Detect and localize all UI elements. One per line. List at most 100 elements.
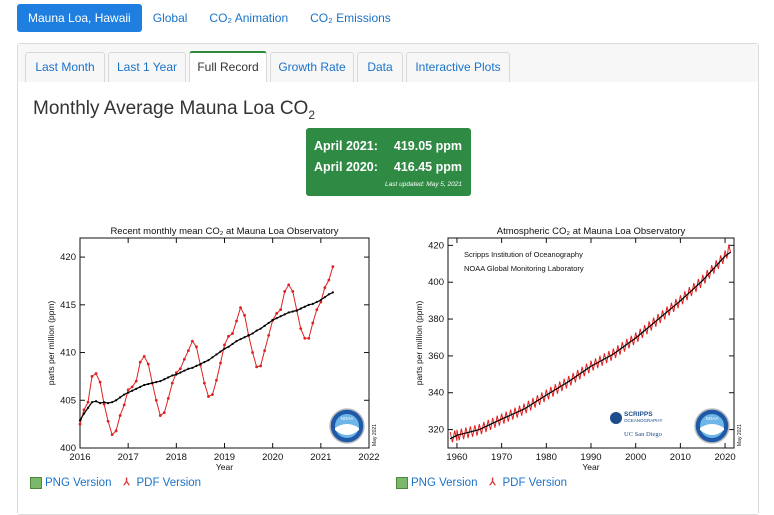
data-point (134, 379, 138, 383)
data-point (303, 305, 306, 308)
data-point (90, 375, 94, 378)
x-tick-label: 2018 (166, 452, 187, 463)
data-point (219, 350, 222, 353)
data-point (130, 385, 134, 389)
data-point (263, 324, 266, 327)
data-point (174, 371, 178, 374)
png-label: PNG Version (411, 477, 478, 489)
x-tick-label: 1980 (536, 452, 557, 463)
chart-title: Recent monthly mean CO₂ at Mauna Loa Obs… (110, 226, 338, 237)
latest-values-banner: April 2021: 419.05 ppm April 2020: 416.4… (306, 128, 471, 196)
data-point (287, 283, 291, 287)
data-point (86, 406, 90, 410)
data-point (155, 381, 158, 384)
data-point (151, 381, 154, 385)
data-point (239, 306, 242, 310)
tab-full-record[interactable]: Full Record (189, 51, 267, 83)
data-point (307, 336, 311, 340)
data-point (127, 391, 130, 394)
noaa-logo-wave (700, 424, 724, 435)
nav-co2-animation[interactable]: CO₂ Animation (209, 11, 289, 25)
scripps-logo-sub: OCEANOGRAPHY (624, 418, 663, 423)
data-point (231, 342, 234, 346)
noaa-logo-wave (335, 424, 359, 435)
nav-co2-emissions[interactable]: CO₂ Emissions (310, 11, 391, 25)
page-title: Monthly Average Mauna Loa CO2 (33, 98, 316, 122)
data-point (82, 408, 86, 412)
data-point (311, 321, 315, 325)
tab-interactive-plots[interactable]: Interactive Plots (406, 52, 510, 82)
data-point (247, 334, 250, 337)
y-tick-label: 405 (60, 395, 76, 406)
data-point (170, 381, 174, 385)
tab-last-1-year[interactable]: Last 1 Year (108, 52, 186, 82)
data-point (94, 372, 98, 375)
png-label: PNG Version (45, 477, 112, 489)
data-point (291, 290, 295, 293)
data-point (154, 398, 158, 402)
data-point (219, 361, 222, 365)
nav-global[interactable]: Global (152, 11, 188, 25)
data-point (223, 343, 226, 347)
data-point (263, 349, 267, 353)
x-tick-label: 2020 (714, 452, 735, 463)
data-point (275, 312, 279, 315)
data-point (323, 286, 327, 290)
data-point (122, 403, 126, 407)
data-point (102, 401, 106, 404)
x-tick-label: 2017 (118, 452, 139, 463)
banner-value-2: 416.45 ppm (393, 160, 462, 174)
data-point (327, 278, 331, 282)
data-point (123, 393, 126, 396)
tab-data[interactable]: Data (357, 52, 403, 82)
data-point (243, 313, 246, 317)
right-pdf-link[interactable]: ⅄ PDF Version (489, 477, 567, 489)
data-point (255, 329, 258, 332)
nav-mauna-loa[interactable]: Mauna Loa, Hawaii (17, 4, 142, 32)
data-point (211, 356, 214, 359)
data-point (287, 311, 290, 314)
banner-label-2: April 2020: (314, 160, 378, 174)
annotation-noaa: NOAA Global Monitoring Laboratory (464, 264, 584, 273)
data-point (98, 402, 102, 405)
x-tick-label: 2020 (262, 452, 283, 463)
data-point (78, 422, 82, 426)
recent-co2-chart: Recent monthly mean CO₂ at Mauna Loa Obs… (46, 226, 380, 472)
data-point (98, 380, 102, 384)
data-point (207, 395, 210, 398)
series-line-1 (449, 251, 731, 440)
y-tick-label: 400 (60, 443, 76, 454)
data-point (94, 400, 98, 403)
left-png-link[interactable]: PNG Version (30, 477, 111, 489)
x-tick-label: 2016 (69, 452, 90, 463)
data-point (114, 429, 118, 433)
banner-label-1: April 2021: (314, 139, 378, 153)
data-point (243, 336, 246, 339)
noaa-logo: NOAA (694, 408, 730, 444)
data-point (166, 396, 170, 400)
data-point (211, 393, 214, 396)
data-point (235, 319, 238, 323)
data-point (215, 378, 218, 382)
data-point (311, 302, 314, 305)
series-line-0 (79, 266, 334, 436)
data-point (106, 402, 110, 405)
data-point (190, 339, 194, 343)
data-point (291, 310, 294, 313)
data-point (135, 387, 138, 390)
data-point (275, 317, 278, 320)
tab-last-month[interactable]: Last Month (25, 52, 105, 82)
x-tick-label: 2000 (625, 452, 646, 463)
y-tick-label: 400 (428, 277, 444, 288)
x-tick-label: 2010 (670, 452, 691, 463)
pdf-label: PDF Version (502, 477, 568, 489)
right-png-link[interactable]: PNG Version (396, 477, 477, 489)
data-point (239, 338, 242, 341)
x-axis-label: Year (582, 462, 599, 472)
y-axis-label: parts per million (ppm) (46, 301, 56, 386)
data-point (142, 354, 146, 358)
tab-growth-rate[interactable]: Growth Rate (270, 52, 354, 82)
left-pdf-link[interactable]: ⅄ PDF Version (123, 477, 201, 489)
data-point (279, 308, 283, 311)
